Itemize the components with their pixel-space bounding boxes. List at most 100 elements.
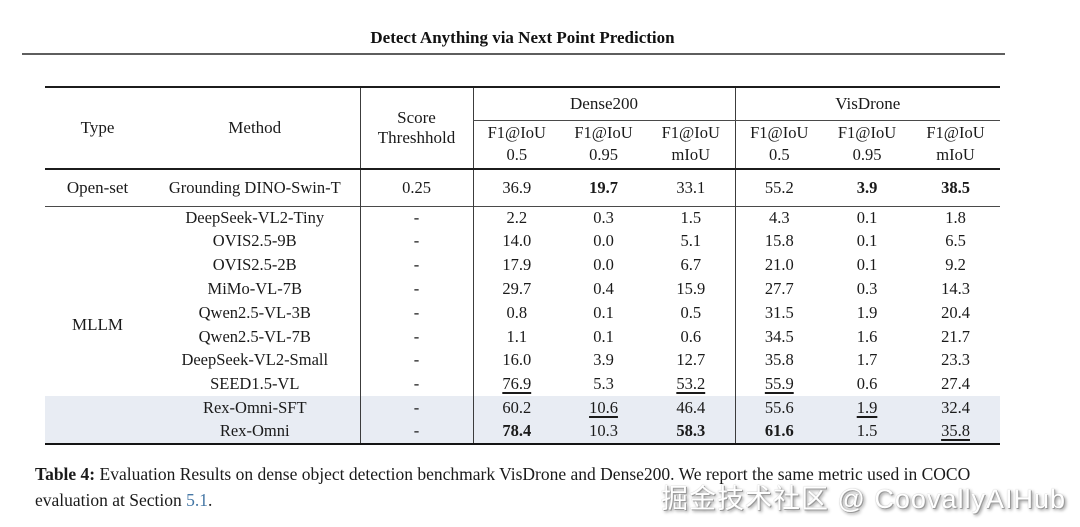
table-body: Open-set Grounding DINO-Swin-T 0.25 36.9 19.…: [45, 169, 1001, 444]
score-threshold-cell: -: [359, 253, 473, 278]
section-link[interactable]: 5.1: [186, 489, 209, 510]
metric-value-cell: 23.3: [941, 350, 970, 370]
metric-value-cell: 0.1: [856, 231, 878, 251]
metric-value-cell: 1.1: [472, 324, 560, 349]
metric-value-cell: 76.9: [472, 372, 560, 397]
metric-value-cell: 55.2: [734, 169, 824, 206]
metric-value-cell: 3.9: [593, 350, 614, 370]
metric-value-cell: 0.3: [593, 207, 614, 227]
col-header-type: Type: [80, 118, 115, 137]
score-header-line1: Score: [397, 108, 436, 127]
metric-value-cell: 31.5: [734, 301, 824, 325]
metric-value-cell: 61.6: [734, 420, 824, 444]
metric-value-cell: 5.1: [680, 231, 702, 251]
method-cell: DeepSeek-VL2-Small: [181, 350, 329, 370]
metric-value-cell: 60.2: [472, 396, 560, 421]
header-row-groups: Type Method Score Threshhold Dense200 Vi…: [45, 87, 1001, 169]
method-cell: MiMo-VL-7B: [207, 279, 302, 299]
col-header-score-threshold: Score Threshhold: [359, 87, 473, 169]
col-header-metric: F1@IoU 0.5: [472, 120, 560, 169]
metric-value-cell: 1.9: [856, 302, 878, 322]
metric-value-cell: 38.5: [941, 177, 970, 197]
table-row: MiMo-VL-7B -29.7 0.4 15.9 27.7 0.3 14.3: [45, 277, 1000, 302]
metric-value-cell: 1.7: [856, 350, 878, 370]
metric-value-cell: 33.1: [676, 177, 706, 197]
table-header: Type Method Score Threshhold Dense200 Vi…: [45, 87, 1001, 169]
metric-value-cell: 1.6: [856, 326, 878, 346]
score-header-line2: Threshhold: [377, 128, 456, 147]
metric-value-cell: 78.4: [472, 420, 560, 444]
table-row: OVIS2.5-2B -17.9 0.0 6.7 21.0 0.1 9.2: [45, 253, 1000, 278]
metric-value-cell: 1.5: [680, 207, 702, 227]
col-header-metric: F1@IoU 0.95: [574, 122, 633, 165]
score-threshold-cell: -: [359, 206, 473, 230]
method-cell: Qwen2.5-VL-7B: [198, 326, 311, 346]
metric-value-cell: 32.4: [941, 398, 970, 418]
table-row: SEED1.5-VL -76.9 5.3 53.2 55.9 0.6 27.4: [45, 372, 1000, 397]
metric-value-cell: 0.1: [856, 207, 878, 227]
metric-value-cell: 34.5: [734, 324, 824, 349]
method-cell: OVIS2.5-2B: [212, 255, 297, 275]
metric-value-cell: 27.7: [734, 277, 824, 302]
metric-value-cell: 15.9: [676, 279, 706, 299]
metric-value-cell: 0.8: [472, 301, 560, 325]
caption-text-1: Evaluation Results on dense object detec…: [35, 464, 971, 510]
caption-label: Table 4:: [35, 464, 96, 484]
metric-value-cell: 2.2: [472, 206, 560, 230]
paper-title: Detect Anything via Next Point Predictio…: [370, 28, 675, 47]
watermark: 掘金技术社区 @ CoovallyAIHub: [661, 484, 1066, 514]
metric-value-cell: 3.9: [856, 177, 878, 197]
col-group-dense200: Dense200: [472, 87, 736, 121]
method-cell: Rex-Omni-SFT: [202, 398, 307, 418]
table-row: Rex-Omni-SFT -60.2 10.6 46.4 55.6 1.9 32.4: [45, 396, 1000, 421]
score-threshold-cell: -: [359, 420, 473, 444]
metric-value-cell: 0.0: [593, 231, 614, 251]
table-row: Qwen2.5-VL-3B -0.8 0.1 0.5 31.5 1.9 20.4: [45, 301, 1000, 325]
metric-value-cell: 12.7: [676, 350, 706, 370]
metric-value-cell: 6.7: [680, 255, 702, 275]
metric-value-cell: 0.6: [856, 374, 878, 394]
metric-value-cell: 1.8: [945, 207, 966, 227]
metric-value-cell: 5.3: [593, 374, 614, 394]
score-threshold-cell: -: [359, 324, 473, 349]
table-row: Qwen2.5-VL-7B -1.1 0.1 0.6 34.5 1.6 21.7: [45, 324, 1000, 349]
score-threshold-cell: -: [359, 301, 473, 325]
results-table: Type Method Score Threshhold Dense200 Vi…: [45, 86, 1001, 445]
metric-value-cell: 21.0: [734, 253, 824, 278]
table-row: DeepSeek-VL2-Small -16.0 3.9 12.7 35.8 1.7 23.…: [45, 348, 1000, 373]
col-header-method: Method: [228, 118, 282, 137]
type-cell: MLLM: [72, 315, 123, 335]
metric-value-cell: 9.2: [945, 255, 966, 275]
metric-value-cell: 0.3: [856, 279, 878, 299]
col-header-metric: F1@IoU 0.95: [837, 122, 897, 165]
score-threshold-cell: -: [359, 277, 473, 302]
metric-value-cell: 10.3: [589, 421, 618, 441]
metric-value-cell: 14.0: [472, 229, 560, 254]
metric-value-cell: 6.5: [945, 231, 966, 251]
metric-value-cell: 35.8: [734, 348, 824, 373]
metric-value-cell: 10.6: [589, 398, 618, 418]
metric-value-cell: 0.1: [856, 255, 878, 275]
metric-value-cell: 19.7: [589, 177, 618, 197]
col-header-metric: F1@IoU 0.5: [734, 120, 824, 169]
caption-text-2: .: [208, 489, 213, 510]
method-cell: OVIS2.5-9B: [212, 231, 297, 251]
metric-value-cell: 0.1: [593, 302, 614, 322]
metric-value-cell: 29.7: [472, 277, 560, 302]
metric-value-cell: 0.1: [593, 326, 614, 346]
table-caption: Table 4: Evaluation Results on dense obj…: [35, 462, 1047, 514]
metric-value-cell: 16.0: [472, 348, 560, 373]
metric-value-cell: 35.8: [941, 421, 970, 441]
metric-value-cell: 1.5: [856, 421, 878, 441]
table-row: Open-set Grounding DINO-Swin-T 0.25 36.9 19.…: [45, 169, 1001, 206]
table-row: OVIS2.5-9B -14.0 0.0 5.1 15.8 0.1 6.5: [45, 229, 1000, 254]
col-group-visdrone: VisDrone: [734, 87, 1001, 121]
metric-value-cell: 0.4: [593, 279, 614, 299]
metric-value-cell: 27.4: [941, 374, 970, 394]
score-threshold-cell: -: [359, 396, 473, 421]
col-header-metric: F1@IoU mIoU: [926, 122, 985, 165]
metric-value-cell: 0.0: [593, 255, 614, 275]
metric-value-cell: 55.6: [734, 396, 824, 421]
type-cell: Open-set: [66, 178, 129, 198]
header-row-metrics: F1@IoU 0.5 F1@IoU 0.95 F1@IoU mIoU F1@IoU 0.5 F1…: [45, 120, 1000, 169]
